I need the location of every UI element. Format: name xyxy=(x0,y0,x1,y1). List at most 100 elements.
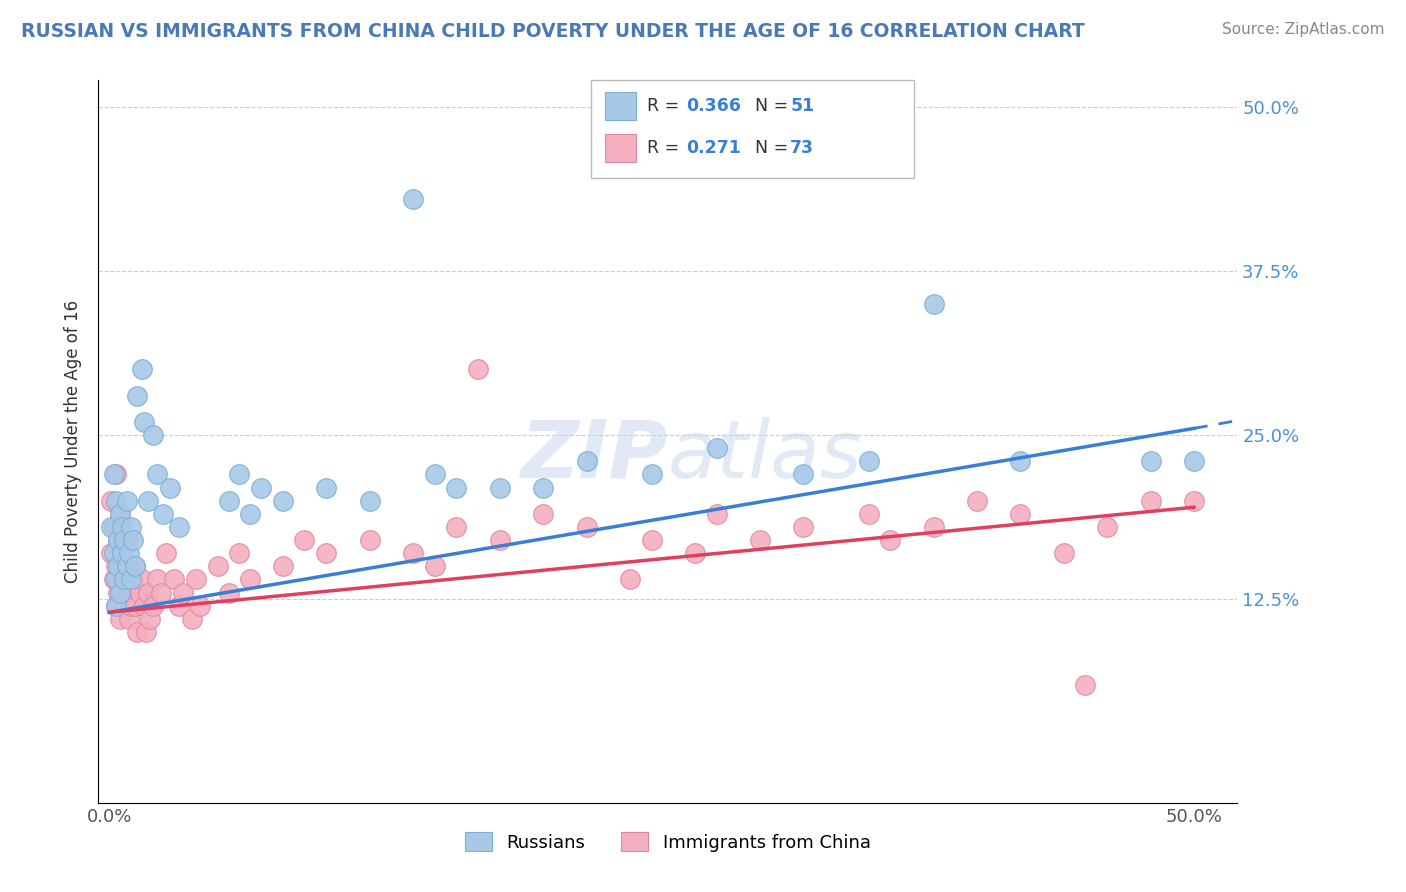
Point xyxy=(239,507,262,521)
Point xyxy=(100,546,122,560)
Point xyxy=(155,546,177,560)
Point xyxy=(1182,454,1205,468)
Point xyxy=(118,585,141,599)
Point xyxy=(131,573,153,587)
Point xyxy=(315,546,337,560)
Text: N =: N = xyxy=(755,139,794,157)
Point xyxy=(104,559,127,574)
Point xyxy=(135,625,157,640)
Point xyxy=(127,625,149,640)
Point xyxy=(150,585,173,599)
Point xyxy=(120,599,142,613)
Point xyxy=(423,467,446,482)
Point xyxy=(922,520,945,534)
Point xyxy=(128,585,150,599)
Point xyxy=(146,467,169,482)
Text: R =: R = xyxy=(647,97,685,115)
Point xyxy=(115,559,138,574)
Legend: Russians, Immigrants from China: Russians, Immigrants from China xyxy=(457,825,879,859)
Text: R =: R = xyxy=(647,139,685,157)
Point xyxy=(446,520,468,534)
Point xyxy=(111,520,134,534)
Point xyxy=(139,612,162,626)
Point xyxy=(107,533,129,547)
Point xyxy=(640,467,662,482)
Point xyxy=(1182,493,1205,508)
Point xyxy=(640,533,662,547)
Point xyxy=(142,428,165,442)
Text: N =: N = xyxy=(755,97,794,115)
Point xyxy=(207,559,229,574)
Text: 0.366: 0.366 xyxy=(686,97,741,115)
Point xyxy=(114,573,136,587)
Point xyxy=(423,559,446,574)
Point xyxy=(115,533,138,547)
Point xyxy=(359,493,381,508)
Point xyxy=(315,481,337,495)
Point xyxy=(103,467,125,482)
Point xyxy=(108,507,131,521)
Point xyxy=(103,573,125,587)
Point xyxy=(136,493,159,508)
Point xyxy=(619,573,641,587)
Point xyxy=(858,507,880,521)
Point xyxy=(115,493,138,508)
Point xyxy=(167,520,190,534)
Text: RUSSIAN VS IMMIGRANTS FROM CHINA CHILD POVERTY UNDER THE AGE OF 16 CORRELATION C: RUSSIAN VS IMMIGRANTS FROM CHINA CHILD P… xyxy=(21,22,1085,41)
Point xyxy=(190,599,212,613)
Point xyxy=(294,533,316,547)
Point xyxy=(467,362,489,376)
Point xyxy=(152,507,174,521)
Point xyxy=(111,585,134,599)
Point xyxy=(132,599,155,613)
Point xyxy=(124,559,146,574)
Point xyxy=(124,559,146,574)
Point xyxy=(131,362,153,376)
Point xyxy=(172,585,194,599)
Point xyxy=(111,546,134,560)
Point xyxy=(114,599,136,613)
Point xyxy=(1139,493,1161,508)
Point xyxy=(103,546,125,560)
Text: 51: 51 xyxy=(790,97,814,115)
Point xyxy=(1010,454,1032,468)
Point xyxy=(108,585,131,599)
Point xyxy=(218,493,240,508)
Text: ZIP: ZIP xyxy=(520,417,668,495)
Point xyxy=(118,546,141,560)
Point xyxy=(1074,677,1097,691)
Point xyxy=(228,467,250,482)
Point xyxy=(180,612,202,626)
Text: 73: 73 xyxy=(790,139,814,157)
Point xyxy=(402,192,425,206)
Point xyxy=(1095,520,1118,534)
Point xyxy=(446,481,468,495)
Point xyxy=(1139,454,1161,468)
Point xyxy=(108,612,131,626)
Point xyxy=(124,599,146,613)
Point xyxy=(1010,507,1032,521)
Point xyxy=(104,599,127,613)
Point xyxy=(271,559,294,574)
Point xyxy=(683,546,706,560)
Point xyxy=(706,507,728,521)
Point xyxy=(879,533,901,547)
Point xyxy=(104,467,127,482)
Point xyxy=(118,612,141,626)
Point xyxy=(122,585,145,599)
Point xyxy=(104,493,127,508)
Text: Source: ZipAtlas.com: Source: ZipAtlas.com xyxy=(1222,22,1385,37)
Point xyxy=(115,559,138,574)
Point xyxy=(107,533,129,547)
Point xyxy=(922,296,945,310)
Point xyxy=(120,573,142,587)
Point xyxy=(1053,546,1076,560)
Point xyxy=(114,533,136,547)
Point xyxy=(127,388,149,402)
Point xyxy=(271,493,294,508)
Point xyxy=(107,585,129,599)
Point xyxy=(159,481,181,495)
Point xyxy=(531,481,554,495)
Point xyxy=(146,573,169,587)
Text: atlas: atlas xyxy=(668,417,863,495)
